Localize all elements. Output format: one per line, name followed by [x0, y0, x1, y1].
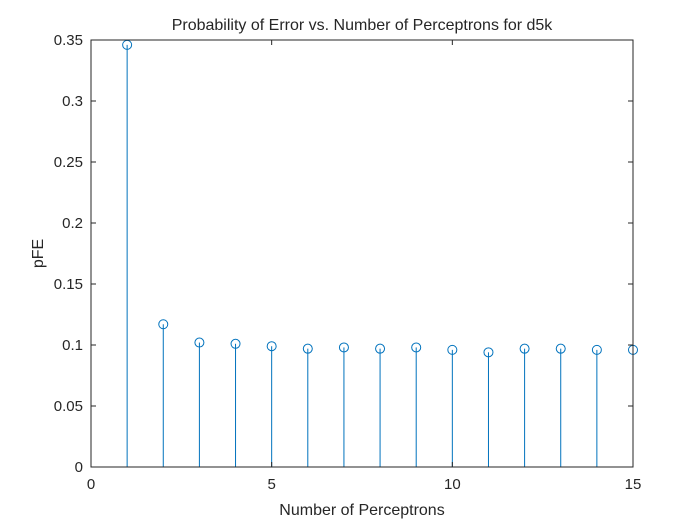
y-tick-label: 0.05	[54, 398, 83, 415]
axes-box	[90, 39, 634, 468]
stem-marker	[591, 344, 602, 355]
x-tick-label: 15	[625, 476, 642, 493]
x-tick-label: 10	[444, 476, 461, 493]
markers-layer	[122, 39, 638, 358]
plot-area-background	[91, 40, 633, 467]
stem-marker	[266, 341, 277, 352]
stems-layer	[126, 44, 634, 467]
stem-marker	[519, 343, 530, 354]
x-tick-label: 0	[87, 476, 95, 493]
stem-marker	[194, 337, 205, 348]
stem-marker	[230, 338, 241, 349]
stem-marker	[158, 319, 169, 330]
y-tick-label: 0.2	[62, 215, 83, 232]
y-tick-label: 0.35	[54, 32, 83, 49]
ticks-layer: 0 5 10 15 0 0.05 0.1 0.15 0.2 0.25 0.3 0.35	[54, 32, 642, 493]
stem-marker	[555, 343, 566, 354]
y-tick-label: 0.3	[62, 93, 83, 110]
x-tick-label: 5	[267, 476, 275, 493]
stem-marker	[483, 347, 494, 358]
stem-marker	[411, 342, 422, 353]
y-axis-label: pFE	[30, 239, 47, 268]
y-tick-label: 0	[75, 459, 83, 476]
y-tick-label: 0.15	[54, 276, 83, 293]
stem-marker	[338, 342, 349, 353]
x-axis-label: Number of Perceptrons	[279, 502, 444, 519]
chart-title: Probability of Error vs. Number of Perce…	[172, 17, 554, 34]
stem-marker	[447, 344, 458, 355]
y-tick-label: 0.1	[62, 337, 83, 354]
stem-marker	[302, 343, 313, 354]
stem-marker	[375, 343, 386, 354]
y-tick-label: 0.25	[54, 154, 83, 171]
